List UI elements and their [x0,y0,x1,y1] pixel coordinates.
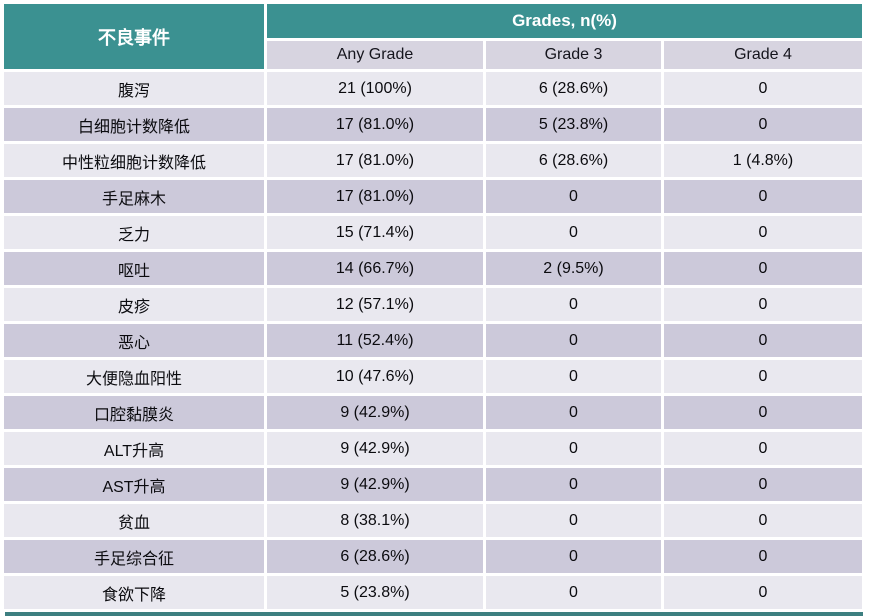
table-row: 口腔黏膜炎 9 (42.9%) 0 0 [4,396,863,429]
value-cell: 0 [486,432,661,465]
value-cell: 17 (81.0%) [267,144,483,177]
sub-header-row: Any Grade Grade 3 Grade 4 [4,41,863,69]
event-name-cell: 中性粒细胞计数降低 [4,144,264,177]
value-cell: 10 (47.6%) [267,360,483,393]
value-cell: 15 (71.4%) [267,216,483,249]
value-cell: 0 [664,108,863,141]
value-cell: 0 [486,288,661,321]
any-grade-column-header: Any Grade [267,41,483,69]
value-cell: 0 [486,468,661,501]
value-cell: 9 (42.9%) [267,432,483,465]
value-cell: 0 [664,180,863,213]
grade3-column-header: Grade 3 [486,41,661,69]
value-cell: 0 [664,72,863,105]
value-cell: 2 (9.5%) [486,252,661,285]
value-cell: 0 [486,504,661,537]
value-cell: 9 (42.9%) [267,468,483,501]
table-row: ALT升高 9 (42.9%) 0 0 [4,432,863,465]
value-cell: 9 (42.9%) [267,396,483,429]
value-cell: 0 [486,216,661,249]
event-name-cell: 手足综合征 [4,540,264,573]
table-row: AST升高 9 (42.9%) 0 0 [4,468,863,501]
table-row: 乏力 15 (71.4%) 0 0 [4,216,863,249]
group-header-row: 不良事件 Grades, n(%) [4,4,863,69]
event-name-cell: 手足麻木 [4,180,264,213]
event-name-cell: 皮疹 [4,288,264,321]
grades-group-header: Grades, n(%) [267,4,863,38]
table-row: 皮疹 12 (57.1%) 0 0 [4,288,863,321]
value-cell: 5 (23.8%) [486,108,661,141]
table-row: 呕吐 14 (66.7%) 2 (9.5%) 0 [4,252,863,285]
value-cell: 5 (23.8%) [267,576,483,609]
value-cell: 0 [486,396,661,429]
event-name-cell: ALT升高 [4,432,264,465]
value-cell: 0 [486,576,661,609]
value-cell: 6 (28.6%) [267,540,483,573]
value-cell: 14 (66.7%) [267,252,483,285]
event-name-cell: 恶心 [4,324,264,357]
event-name-cell: 贫血 [4,504,264,537]
value-cell: 21 (100%) [267,72,483,105]
value-cell: 0 [486,360,661,393]
value-cell: 0 [664,360,863,393]
event-name-cell: 食欲下降 [4,576,264,609]
grade4-column-header: Grade 4 [664,41,863,69]
value-cell: 0 [486,540,661,573]
adverse-event-column-header: 不良事件 [4,4,264,69]
table-body: 腹泻 21 (100%) 6 (28.6%) 0 白细胞计数降低 17 (81.0%) 5 … [4,72,863,609]
event-name-cell: 呕吐 [4,252,264,285]
table-row: 白细胞计数降低 17 (81.0%) 5 (23.8%) 0 [4,108,863,141]
value-cell: 0 [664,216,863,249]
table-row: 大便隐血阳性 10 (47.6%) 0 0 [4,360,863,393]
table-row: 贫血 8 (38.1%) 0 0 [4,504,863,537]
value-cell: 0 [664,432,863,465]
table-row: 手足综合征 6 (28.6%) 0 0 [4,540,863,573]
value-cell: 8 (38.1%) [267,504,483,537]
value-cell: 1 (4.8%) [664,144,863,177]
value-cell: 6 (28.6%) [486,72,661,105]
value-cell: 0 [664,576,863,609]
event-name-cell: 大便隐血阳性 [4,360,264,393]
table-row: 恶心 11 (52.4%) 0 0 [4,324,863,357]
value-cell: 0 [664,540,863,573]
value-cell: 0 [664,396,863,429]
table-row: 食欲下降 5 (23.8%) 0 0 [4,576,863,609]
value-cell: 0 [486,324,661,357]
value-cell: 0 [664,288,863,321]
table-row: 手足麻木 17 (81.0%) 0 0 [4,180,863,213]
value-cell: 0 [664,252,863,285]
event-name-cell: 白细胞计数降低 [4,108,264,141]
value-cell: 0 [664,468,863,501]
value-cell: 17 (81.0%) [267,180,483,213]
event-name-cell: 腹泻 [4,72,264,105]
table-bottom-border [5,612,863,616]
value-cell: 17 (81.0%) [267,108,483,141]
event-name-cell: AST升高 [4,468,264,501]
value-cell: 0 [664,324,863,357]
event-name-cell: 口腔黏膜炎 [4,396,264,429]
event-name-cell: 乏力 [4,216,264,249]
value-cell: 11 (52.4%) [267,324,483,357]
value-cell: 0 [664,504,863,537]
table-row: 中性粒细胞计数降低 17 (81.0%) 6 (28.6%) 1 (4.8%) [4,144,863,177]
value-cell: 0 [486,180,661,213]
value-cell: 12 (57.1%) [267,288,483,321]
value-cell: 6 (28.6%) [486,144,661,177]
table-row: 腹泻 21 (100%) 6 (28.6%) 0 [4,72,863,105]
